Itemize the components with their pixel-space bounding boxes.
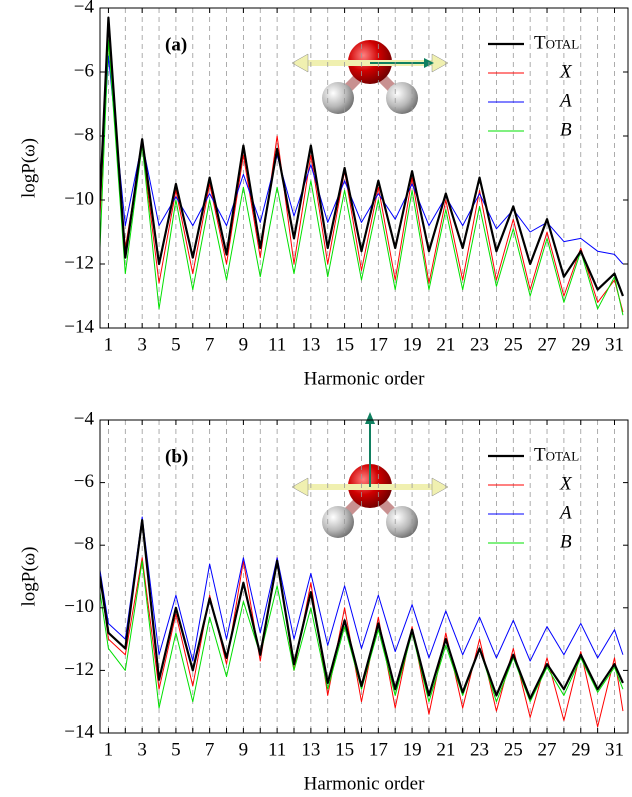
panel: −14−12−10−8−6−41 3 5 7 9 11 13 15 17 19 21 23 25 27 29…	[18, 408, 629, 794]
lines	[100, 16, 624, 316]
y-tick-label: −12	[64, 659, 94, 680]
x-tick-label: 27	[538, 334, 557, 355]
series-line	[100, 39, 624, 316]
plot-frame	[99, 7, 629, 329]
x-tick-label: 19	[403, 739, 422, 760]
x-tick-label: 29	[571, 334, 590, 355]
arrow-head	[291, 477, 309, 497]
x-tick-label: 3	[137, 739, 147, 760]
legend-label: Total	[534, 32, 579, 53]
x-tick-label: 27	[538, 739, 557, 760]
x-tick-label: 31	[605, 334, 624, 355]
arrow-head	[431, 477, 449, 497]
series-line	[100, 39, 624, 313]
legend-label: B	[560, 531, 572, 552]
panel-label: (a)	[165, 34, 187, 55]
y-axis-label: logP(ω)	[18, 138, 39, 198]
x-tick-label: 11	[268, 334, 286, 355]
y-tick-label: −6	[74, 471, 94, 492]
x-tick-label: 1	[104, 739, 114, 760]
hydrogen	[322, 506, 354, 538]
y-tick-label: −8	[74, 534, 94, 555]
arrow-head	[365, 412, 375, 424]
hydrogen	[322, 82, 354, 114]
series-line	[100, 516, 624, 662]
y-tick-label: −14	[64, 316, 94, 337]
y-tick-label: −4	[74, 0, 95, 17]
arrow-head	[291, 53, 309, 73]
x-tick-label: 29	[571, 739, 590, 760]
y-tick-label: −12	[64, 252, 94, 273]
legend-label: X	[559, 61, 573, 82]
series-line	[100, 16, 624, 297]
x-tick-label: 5	[171, 334, 181, 355]
x-tick-label: 7	[205, 739, 215, 760]
molecule-a	[291, 40, 449, 114]
x-tick-label: 17	[369, 334, 388, 355]
molecule-b	[291, 412, 449, 538]
hydrogen	[386, 506, 418, 538]
lines	[100, 516, 624, 728]
legend-label: A	[558, 502, 572, 523]
y-tick-label: −10	[64, 188, 94, 209]
x-tick-label: 13	[301, 739, 320, 760]
x-tick-label: 5	[171, 739, 181, 760]
panel-label: (b)	[165, 446, 188, 467]
legend-label: X	[559, 473, 573, 494]
x-tick-label: 9	[239, 334, 249, 355]
y-tick-label: −10	[64, 596, 94, 617]
y-tick-label: −8	[74, 124, 94, 145]
y-tick-label: −6	[74, 60, 94, 81]
x-tick-label: 17	[369, 739, 388, 760]
series-line	[100, 560, 624, 709]
x-tick-label: 21	[436, 334, 455, 355]
x-axis-label: Harmonic order	[304, 773, 425, 794]
series-line	[100, 55, 624, 265]
plot-frame	[99, 419, 629, 734]
x-tick-label: 23	[470, 334, 489, 355]
x-tick-label: 15	[335, 739, 354, 760]
y-tick-label: −14	[64, 721, 94, 742]
x-tick-label: 15	[335, 334, 354, 355]
x-tick-label: 13	[301, 334, 320, 355]
x-tick-label: 21	[436, 739, 455, 760]
x-tick-label: 1	[104, 334, 114, 355]
x-tick-label: 25	[504, 739, 523, 760]
x-axis-label: Harmonic order	[304, 368, 425, 389]
x-tick-label: 7	[205, 334, 215, 355]
x-tick-label: 9	[239, 739, 249, 760]
x-tick-label: 19	[403, 334, 422, 355]
hydrogen	[386, 82, 418, 114]
panel: −14−12−10−8−6−41 3 5 7 9 11 13 15 17 19 21 23 25 27 29…	[18, 0, 629, 389]
x-tick-label: 25	[504, 334, 523, 355]
y-tick-label: −4	[74, 408, 95, 429]
x-tick-label: 31	[605, 739, 624, 760]
x-tick-label: 23	[470, 739, 489, 760]
series-line	[100, 519, 624, 700]
legend-label: Total	[534, 444, 579, 465]
legend-label: B	[560, 119, 572, 140]
x-tick-label: 3	[137, 334, 147, 355]
legend-label: A	[558, 90, 572, 111]
x-tick-label: 11	[268, 739, 286, 760]
y-axis-label: logP(ω)	[18, 546, 39, 606]
